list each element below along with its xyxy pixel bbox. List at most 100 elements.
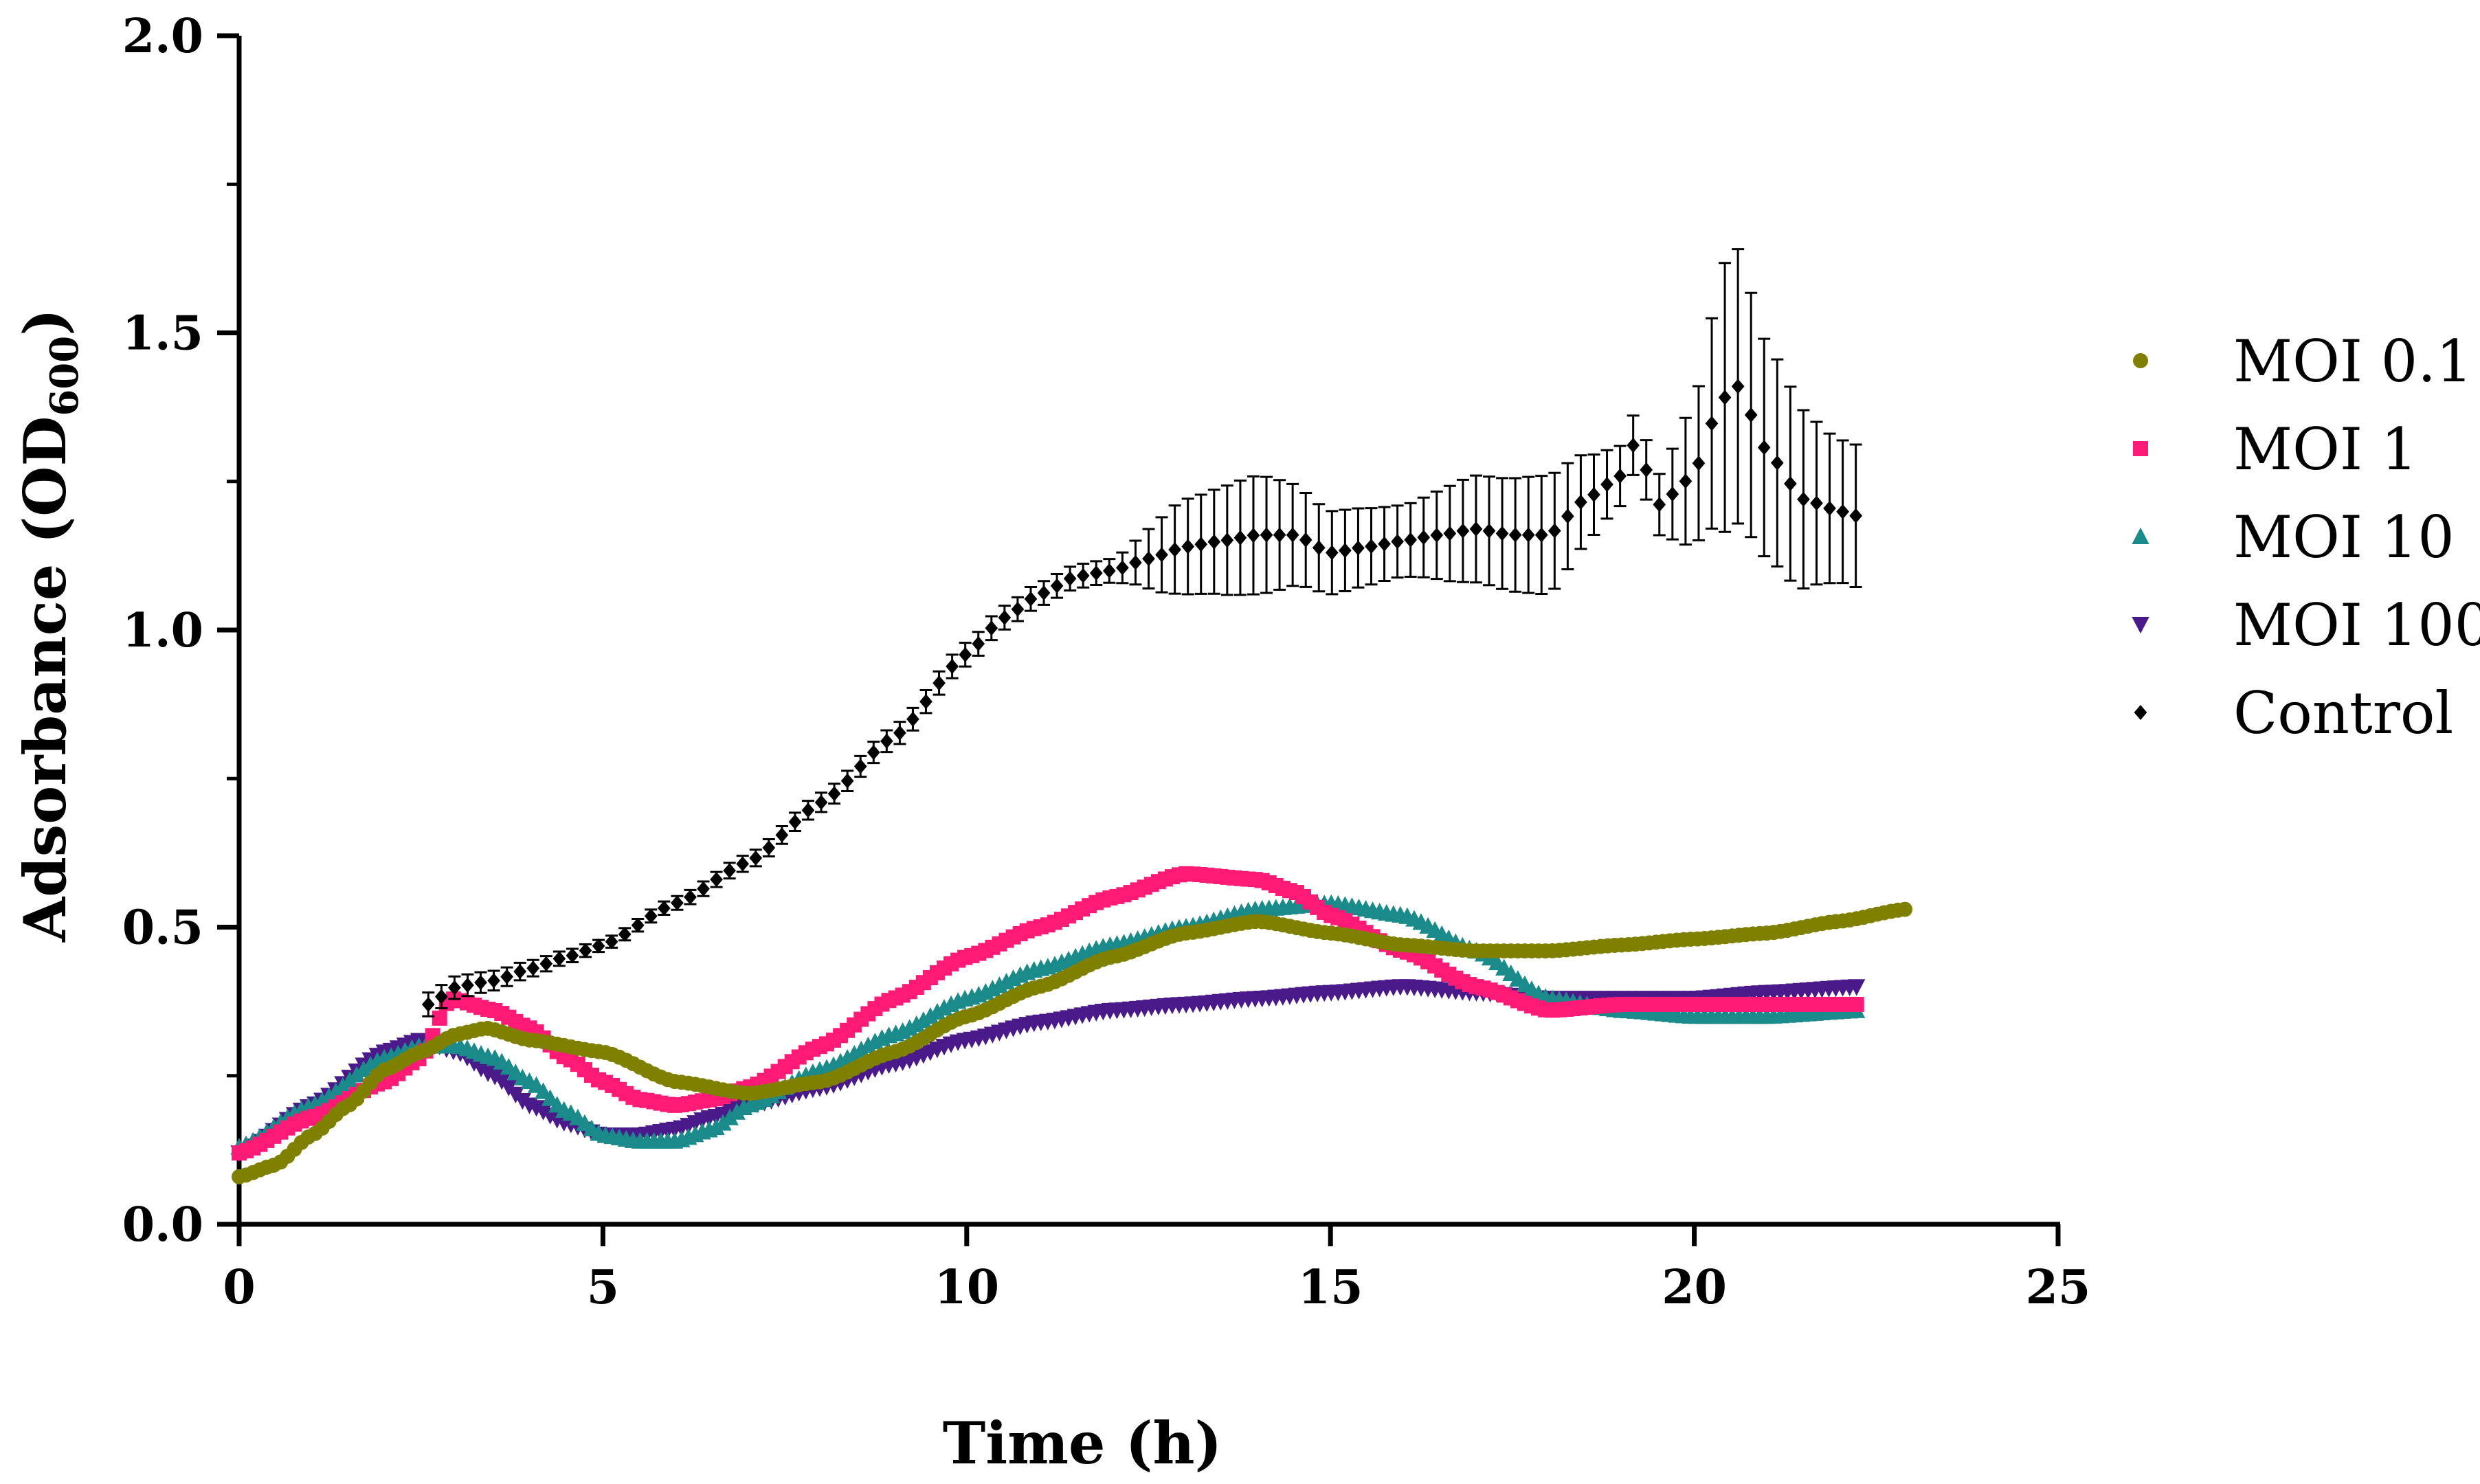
data-point (1299, 532, 1312, 548)
x-tick-label: 0 (223, 1260, 255, 1315)
legend-marker-icon (2132, 617, 2149, 634)
data-point (972, 636, 985, 652)
legend-label: MOI 100 (2233, 592, 2480, 659)
data-point (1168, 541, 1181, 557)
data-point (1456, 523, 1470, 539)
data-point (513, 1092, 532, 1110)
data-point (1142, 551, 1155, 567)
data-point (1089, 565, 1103, 581)
data-point (845, 1044, 863, 1062)
data-point (526, 960, 540, 976)
data-point (1011, 601, 1025, 617)
data-point (1050, 578, 1064, 594)
y-axis-title-main: Adsorbance (OD (11, 416, 79, 943)
data-point (1273, 527, 1286, 543)
data-point (355, 1060, 372, 1077)
legend-item-control: Control (2134, 679, 2453, 747)
data-point (534, 1103, 552, 1121)
series-moi-1 (232, 866, 1864, 1161)
data-point (461, 977, 474, 993)
data-point (644, 908, 658, 924)
data-point (932, 675, 946, 691)
data-point (1731, 379, 1745, 394)
data-point (1037, 585, 1051, 601)
data-point (1076, 567, 1090, 583)
data-point (985, 620, 998, 636)
legend-item-moi-0-1: MOI 0.1 (2133, 328, 2472, 395)
x-tick-label: 15 (1298, 1260, 1363, 1315)
data-point (1744, 407, 1758, 423)
legend-marker-icon (2133, 441, 2148, 456)
data-point (1849, 508, 1863, 524)
legend: MOI 0.1 MOI 1 MOI 10 MOI 100 Control (2132, 328, 2480, 747)
data-point (486, 1068, 504, 1086)
data-point (1220, 532, 1234, 548)
data-point (657, 900, 671, 916)
data-point (749, 850, 763, 866)
data-point (906, 711, 919, 727)
data-point (1102, 563, 1116, 578)
data-point (1797, 491, 1810, 507)
data-point (736, 856, 750, 872)
data-point (671, 895, 684, 911)
data-point (697, 881, 710, 897)
data-point (1548, 523, 1561, 539)
data-point (1848, 979, 1866, 996)
legend-label: MOI 1 (2233, 416, 2417, 483)
data-point (605, 934, 618, 949)
y-axis-title: Adsorbance (OD600) (11, 308, 87, 943)
legend-item-moi-100: MOI 100 (2132, 592, 2480, 659)
legend-label: MOI 0.1 (2233, 328, 2472, 395)
x-tick-label: 10 (934, 1260, 999, 1315)
series-moi-0-1 (232, 901, 1913, 1184)
data-point (1430, 528, 1444, 543)
x-axis-title: Time (h) (943, 1409, 1222, 1477)
data-point (998, 609, 1012, 625)
data-point (1810, 495, 1823, 511)
data-point (1836, 504, 1849, 519)
data-point (487, 973, 500, 989)
data-point (539, 956, 553, 971)
axes-layer: 0 5 10 15 20 25 0.0 0.5 1.0 1.5 2.0 (122, 9, 2091, 1315)
data-point (1679, 473, 1693, 489)
legend-item-moi-1: MOI 1 (2133, 416, 2417, 483)
data-point (684, 889, 697, 905)
data-point (946, 659, 959, 675)
legend-marker-icon (2133, 353, 2148, 368)
y-tick-label: 1.5 (122, 306, 203, 361)
marks-layer (230, 248, 1913, 1184)
data-point (1207, 534, 1221, 550)
data-point (1718, 390, 1732, 405)
data-point (1181, 539, 1195, 554)
data-point (707, 1118, 725, 1136)
data-point (434, 989, 448, 1004)
data-point (1823, 500, 1836, 516)
data-point (728, 1103, 746, 1120)
data-point (552, 951, 566, 967)
data-point (1561, 508, 1574, 524)
data-point (1312, 540, 1326, 556)
data-point (788, 814, 802, 830)
data-point (592, 938, 605, 954)
data-point (723, 863, 736, 879)
data-point (1784, 476, 1797, 492)
series-control (421, 248, 1863, 1018)
x-tick-label: 5 (587, 1260, 619, 1315)
data-point (1063, 571, 1077, 587)
data-point (500, 969, 513, 985)
legend-marker-icon (2134, 705, 2147, 720)
legend-label: MOI 10 (2233, 504, 2455, 571)
data-point (1233, 530, 1247, 546)
legend-marker-icon (2132, 527, 2149, 544)
data-point (1897, 901, 1913, 917)
data-point (1365, 539, 1378, 554)
y-axis-title-close: ) (11, 308, 79, 336)
data-point (1534, 527, 1548, 543)
data-point (1653, 497, 1666, 513)
data-point (1482, 523, 1496, 539)
data-point (1194, 537, 1208, 552)
data-point (421, 996, 435, 1012)
data-point (840, 773, 854, 789)
y-tick-label: 0.5 (122, 901, 203, 956)
